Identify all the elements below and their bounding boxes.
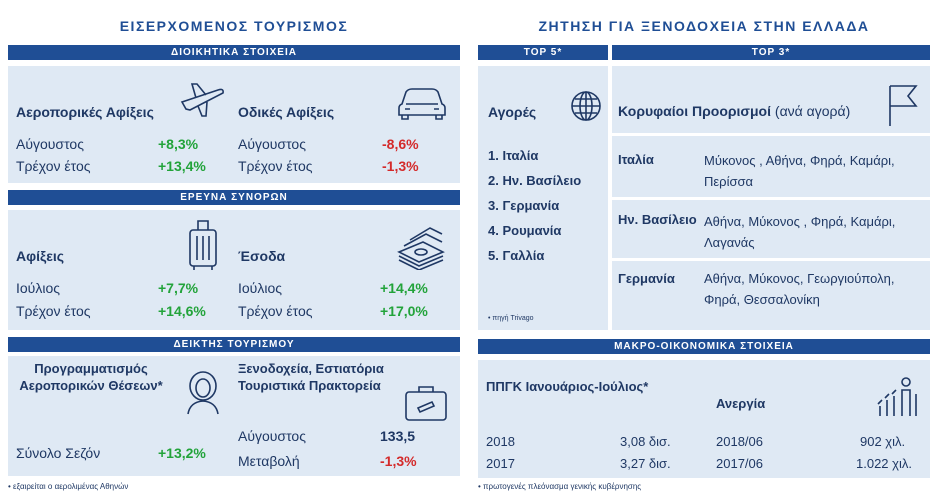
border-panel [8, 210, 460, 330]
road-row2-value: -1,3% [382, 158, 419, 174]
people-chart-icon [877, 377, 917, 416]
revenue-row2-label: Τρέχον έτος [238, 303, 313, 319]
arrivals-row1-label: Ιούλιος [16, 280, 60, 296]
market-item-1: 1. Ιταλία [488, 148, 539, 163]
hotels-row1-label: Αύγουστος [238, 428, 306, 444]
ppgk-row2-label: 2017 [486, 456, 515, 471]
hotels-heading: Ξενοδοχεία, Εστιατόρια Τουριστικά Πρακτο… [238, 361, 384, 393]
ppgk-row1-value-text: 3,08 δισ. [620, 434, 671, 449]
top3-bar: TOP 3* [612, 45, 930, 60]
unemp-row1-value: 902 χιλ. [860, 434, 906, 449]
arrivals-row2-label: Τρέχον έτος [16, 303, 91, 319]
unemp-row2-value: 1.022 χιλ. [856, 456, 912, 471]
revenue-row2-value: +17,0% [380, 303, 428, 319]
revenue-row1-value: +14,4% [380, 280, 428, 296]
markets-heading: Αγορές [488, 104, 537, 120]
briefcase-icon [405, 386, 447, 421]
road-row1-value: -8,6% [382, 136, 419, 152]
destinations-divider-3 [612, 258, 930, 261]
destinations-heading-line: Κορυφαίοι Προορισμοί (ανά αγορά) [618, 103, 850, 119]
air-row2-label: Τρέχον έτος [16, 158, 91, 174]
right-title: ΖΗΤΗΣΗ ΓΙΑ ΞΕΝΟΔΟΧΕΙΑ ΣΤΗΝ ΕΛΛΑΔΑ [538, 18, 870, 34]
seats-label: Σύνολο Σεζόν [16, 445, 101, 461]
airplane-icon [180, 83, 224, 117]
air-row1-value: +8,3% [158, 136, 199, 152]
markets-source: • πηγή Trivago [488, 315, 534, 322]
ppgk-row1-label: 2018 [486, 434, 515, 449]
stewardess-icon [187, 371, 219, 415]
revenue-row1-label: Ιούλιος [238, 280, 282, 296]
arrivals-row1-value: +7,7% [158, 280, 199, 296]
destinations-divider-2 [612, 197, 930, 200]
revenue-heading: Έσοδα [238, 248, 286, 264]
luggage-icon [189, 220, 217, 270]
macro-panel [478, 360, 930, 478]
seats-value: +13,2% [158, 445, 206, 461]
destinations-heading: Κορυφαίοι Προορισμοί [618, 103, 772, 119]
market-item-4: 4. Ρουμανία [488, 223, 562, 238]
money-icon [397, 227, 445, 270]
left-title: ΕΙΣΕΡΧΟΜΕΝΟΣ ΤΟΥΡΙΣΜΟΣ [119, 18, 349, 34]
ppgk-row2-value: 3,27 δισ. [620, 456, 671, 471]
air-arrivals-heading: Αεροπορικές Αφίξεις [16, 104, 154, 120]
dest-places-2: Αθήνα, Μύκονος , Φηρά, Καμάρι, Λαγανάς [704, 214, 896, 250]
destinations-heading-suffix: (ανά αγορά) [774, 103, 851, 119]
unemp-row2-label: 2017/06 [716, 456, 763, 471]
macro-bar: ΜΑΚΡΟ-ΟΙΚΟΝΟΜΙΚΑ ΣΤΟΙΧΕΙΑ [478, 339, 930, 354]
road-row2-label: Τρέχον έτος [238, 158, 313, 174]
unemp-row1-label: 2018/06 [716, 434, 763, 449]
dest-places-3: Αθήνα, Μύκονος, Γεωργιούπολη, Φηρά, Θεσσ… [704, 271, 895, 307]
air-row2-value: +13,4% [158, 158, 206, 174]
road-row1-label: Αύγουστος [238, 136, 306, 152]
dest-country-3: Γερμανία [618, 271, 675, 286]
road-arrivals-heading: Οδικές Αφίξεις [238, 104, 335, 120]
indicator-panel [8, 356, 460, 476]
left-footnote: • εξαιρείται ο αερολιμένας Αθηνών [8, 482, 129, 491]
hotels-row2-value: -1,3% [380, 453, 417, 469]
market-item-3: 3. Γερμανία [488, 198, 560, 213]
market-item-5: 5. Γαλλία [488, 248, 545, 263]
destinations-divider-1 [612, 133, 930, 136]
border-bar: ΕΡΕΥΝΑ ΣΥΝΟΡΩΝ [8, 190, 460, 205]
market-item-2: 2. Ην. Βασίλειο [488, 173, 582, 188]
indicator-bar: ΔΕΙΚΤΗΣ ΤΟΥΡΙΣΜΟΥ [8, 337, 460, 352]
air-row1-label: Αύγουστος [16, 136, 84, 152]
admin-panel [8, 66, 460, 183]
flag-icon [889, 85, 918, 126]
arrivals-row2-value: +14,6% [158, 303, 206, 319]
globe-icon [571, 91, 601, 121]
unemployment-heading: Ανεργία [716, 396, 766, 411]
macro-footnote: • πρωτογενές πλεόνασμα γενικής κυβέρνηση… [478, 482, 642, 491]
arrivals-heading: Αφίξεις [16, 248, 65, 264]
car-icon [398, 88, 446, 120]
ppgk-row1-value: 3,08 δισ. [620, 434, 671, 449]
top5-bar: TOP 5* [478, 45, 608, 60]
hotels-row2-label: Μεταβολή [238, 453, 300, 469]
ppgk-row2-value-text: 3,27 δισ. [620, 456, 671, 471]
dest-places-1: Μύκονος , Αθήνα, Φηρά, Καμάρι, Περίσσα [704, 153, 895, 189]
admin-bar: ΔΙΟΙΚΗΤΙΚΑ ΣΤΟΙΧΕΙΑ [8, 45, 460, 60]
hotels-row1-value: 133,5 [380, 428, 416, 444]
dest-country-1: Ιταλία [618, 152, 654, 167]
dest-country-2: Ην. Βασίλειο [618, 212, 697, 227]
seats-heading: Προγραμματισμός Αεροπορικών Θέσεων* [19, 361, 163, 393]
ppgk-heading: ΠΠΓΚ Ιανουάριος-Ιούλιος* [486, 379, 649, 394]
